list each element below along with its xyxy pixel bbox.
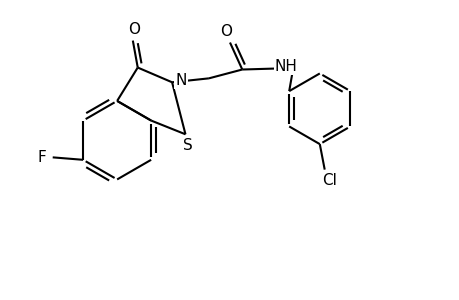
Text: O: O <box>219 24 232 39</box>
Text: S: S <box>182 138 192 153</box>
Text: O: O <box>128 22 140 37</box>
Text: NH: NH <box>274 59 297 74</box>
Text: F: F <box>38 150 46 165</box>
Text: Cl: Cl <box>321 173 336 188</box>
Text: N: N <box>175 73 186 88</box>
